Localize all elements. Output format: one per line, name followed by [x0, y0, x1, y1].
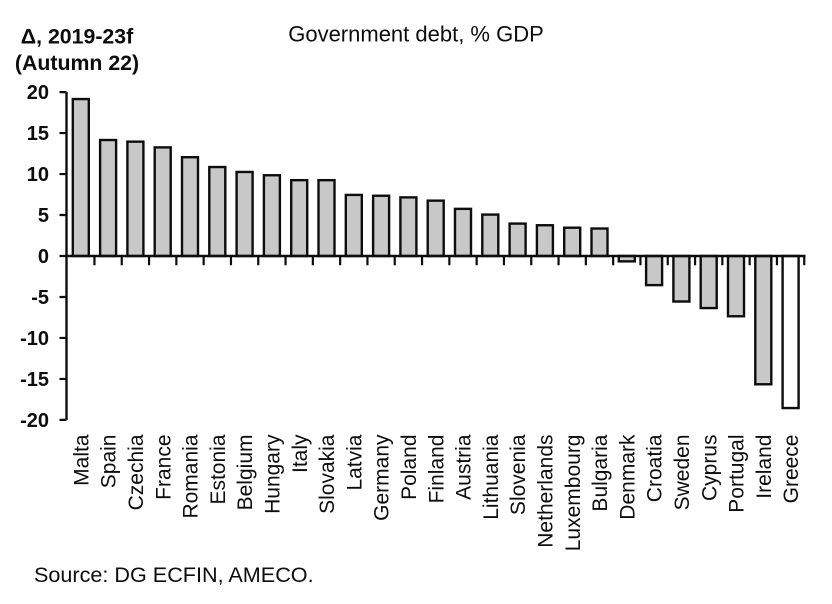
svg-text:0: 0	[38, 246, 49, 268]
svg-text:Poland: Poland	[398, 435, 421, 500]
svg-text:-5: -5	[31, 287, 49, 309]
svg-text:Hungary: Hungary	[261, 434, 284, 514]
svg-text:(Autumn 22): (Autumn 22)	[15, 51, 139, 75]
svg-text:Bulgaria: Bulgaria	[589, 434, 612, 511]
svg-text:-10: -10	[20, 328, 49, 350]
svg-text:5: 5	[38, 205, 49, 227]
svg-text:Italy: Italy	[289, 434, 312, 473]
svg-text:Spain: Spain	[98, 435, 121, 489]
svg-text:Slovakia: Slovakia	[316, 434, 339, 514]
svg-text:Belgium: Belgium	[234, 435, 257, 511]
svg-text:Lithuania: Lithuania	[480, 434, 503, 520]
svg-text:Latvia: Latvia	[343, 434, 366, 490]
svg-text:Luxembourg: Luxembourg	[562, 435, 585, 552]
svg-text:Romania: Romania	[180, 434, 203, 518]
svg-text:Source: DG ECFIN, AMECO.: Source: DG ECFIN, AMECO.	[34, 562, 314, 587]
svg-text:20: 20	[27, 82, 49, 104]
svg-text:Finland: Finland	[425, 435, 448, 504]
svg-text:Portugal: Portugal	[726, 435, 749, 513]
svg-text:Sweden: Sweden	[671, 435, 694, 511]
svg-text:Cyprus: Cyprus	[698, 435, 721, 502]
svg-text:Slovenia: Slovenia	[507, 434, 530, 515]
svg-text:Malta: Malta	[70, 434, 93, 486]
svg-text:Netherlands: Netherlands	[534, 435, 557, 548]
svg-text:Croatia: Croatia	[644, 434, 667, 502]
svg-text:Czechia: Czechia	[125, 434, 148, 510]
svg-text:Germany: Germany	[371, 434, 394, 521]
svg-text:-20: -20	[20, 410, 49, 432]
svg-text:Austria: Austria	[453, 434, 476, 500]
svg-text:Government debt, % GDP: Government debt, % GDP	[288, 22, 544, 47]
svg-text:10: 10	[27, 164, 49, 186]
svg-text:Denmark: Denmark	[616, 434, 639, 520]
svg-text:Ireland: Ireland	[753, 435, 776, 499]
svg-text:Greece: Greece	[780, 435, 803, 504]
svg-text:Δ, 2019-23f: Δ, 2019-23f	[21, 24, 134, 48]
svg-text:-15: -15	[20, 369, 49, 391]
svg-text:Estonia: Estonia	[207, 434, 230, 504]
svg-text:15: 15	[27, 123, 49, 145]
svg-text:France: France	[152, 435, 175, 500]
